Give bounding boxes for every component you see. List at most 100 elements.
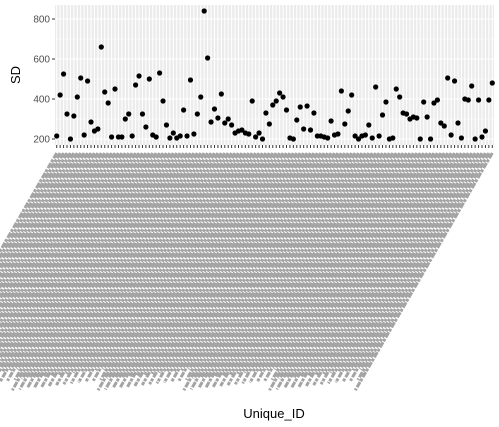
x-tick-label [236, 152, 367, 375]
x-tick-label [0, 152, 110, 344]
x-tick-label [234, 152, 371, 385]
data-point [160, 98, 166, 104]
data-point [139, 111, 146, 117]
data-point [163, 122, 170, 128]
x-tick-label [344, 152, 474, 372]
x-tick-label [162, 152, 299, 384]
x-tick-label [65, 152, 196, 375]
x-tick-label [77, 152, 213, 384]
x-tick-label [111, 152, 251, 390]
data-point [489, 80, 495, 86]
x-tick-labels-illegible [0, 152, 494, 392]
x-tick-label [69, 152, 206, 385]
x-tick-label [0, 152, 93, 314]
x-tick-label [351, 152, 480, 372]
data-point [170, 130, 176, 136]
plot-panel [55, 5, 494, 145]
data-point [256, 130, 262, 136]
x-tick-label [118, 152, 257, 389]
x-tick-label [273, 152, 401, 371]
x-tick-label [170, 152, 305, 383]
x-tick-label [204, 152, 343, 389]
data-point [479, 134, 485, 140]
x-tick-label [13, 152, 148, 381]
data-point [225, 116, 231, 122]
data-point [475, 97, 482, 103]
x-tick-label [165, 152, 295, 373]
x-tick-label [18, 152, 158, 391]
data-point [181, 107, 187, 113]
data-point [335, 131, 341, 137]
x-tick-label [20, 152, 155, 380]
x-tick-label [0, 152, 89, 308]
data-point [349, 92, 355, 98]
x-tick-label [0, 152, 79, 290]
y-tick-label: 200 [33, 135, 50, 146]
x-tick-label [0, 152, 120, 362]
data-point [215, 115, 221, 121]
data-point [218, 91, 224, 97]
gridlines [55, 5, 494, 145]
x-axis-title: Unique_ID [243, 406, 304, 421]
data-point [311, 110, 317, 116]
data-point [266, 121, 272, 127]
data-point [102, 89, 108, 95]
data-point [397, 94, 403, 100]
data-point [482, 128, 489, 134]
data-point [78, 75, 84, 81]
data-point [283, 107, 290, 113]
data-point [119, 134, 125, 140]
data-point [273, 98, 279, 104]
data-point [57, 92, 63, 98]
data-point [366, 122, 372, 128]
data-point [105, 100, 111, 106]
x-tick-label [55, 152, 192, 386]
x-tick-label [25, 152, 165, 390]
x-tick-label [189, 152, 329, 391]
x-tick-label [290, 152, 429, 389]
data-point [60, 71, 67, 77]
data-point [424, 114, 430, 120]
x-tick-label [180, 152, 309, 372]
x-tick-label [219, 152, 357, 387]
x-tick-label [84, 152, 220, 383]
x-tick-label [0, 152, 69, 273]
data-point [472, 136, 478, 142]
x-tick-label [28, 152, 161, 379]
x-tick-label [79, 152, 209, 373]
data-point [325, 135, 331, 141]
data-point [362, 132, 368, 138]
data-point [132, 82, 139, 88]
data-point [458, 135, 465, 141]
data-point [246, 131, 252, 137]
data-point [108, 134, 115, 140]
data-point [369, 135, 375, 141]
x-tick-label [278, 152, 412, 380]
x-tick-label [0, 152, 113, 350]
x-tick-label [322, 152, 453, 375]
data-point [352, 133, 358, 139]
x-tick-label [0, 152, 76, 284]
x-tick-label [268, 152, 408, 392]
x-tick-label [0, 152, 124, 368]
data-point [270, 102, 276, 108]
x-tick-label [319, 152, 456, 385]
data-point [417, 136, 423, 142]
x-tick-label [292, 152, 425, 379]
x-tick-label [155, 152, 292, 385]
x-tick-label [0, 152, 103, 332]
x-tick-label [359, 152, 487, 371]
data-point [390, 135, 396, 141]
data-point [376, 133, 382, 139]
x-tick-label [16, 152, 144, 371]
x-tick-label [314, 152, 446, 376]
data-point [338, 88, 344, 94]
data-point [277, 90, 283, 96]
data-point [438, 120, 444, 126]
data-point [431, 100, 437, 106]
data-point [465, 97, 471, 103]
y-axis: 200 400 600 800 [33, 15, 55, 146]
data-point [239, 127, 245, 133]
x-tick-label [256, 152, 391, 383]
